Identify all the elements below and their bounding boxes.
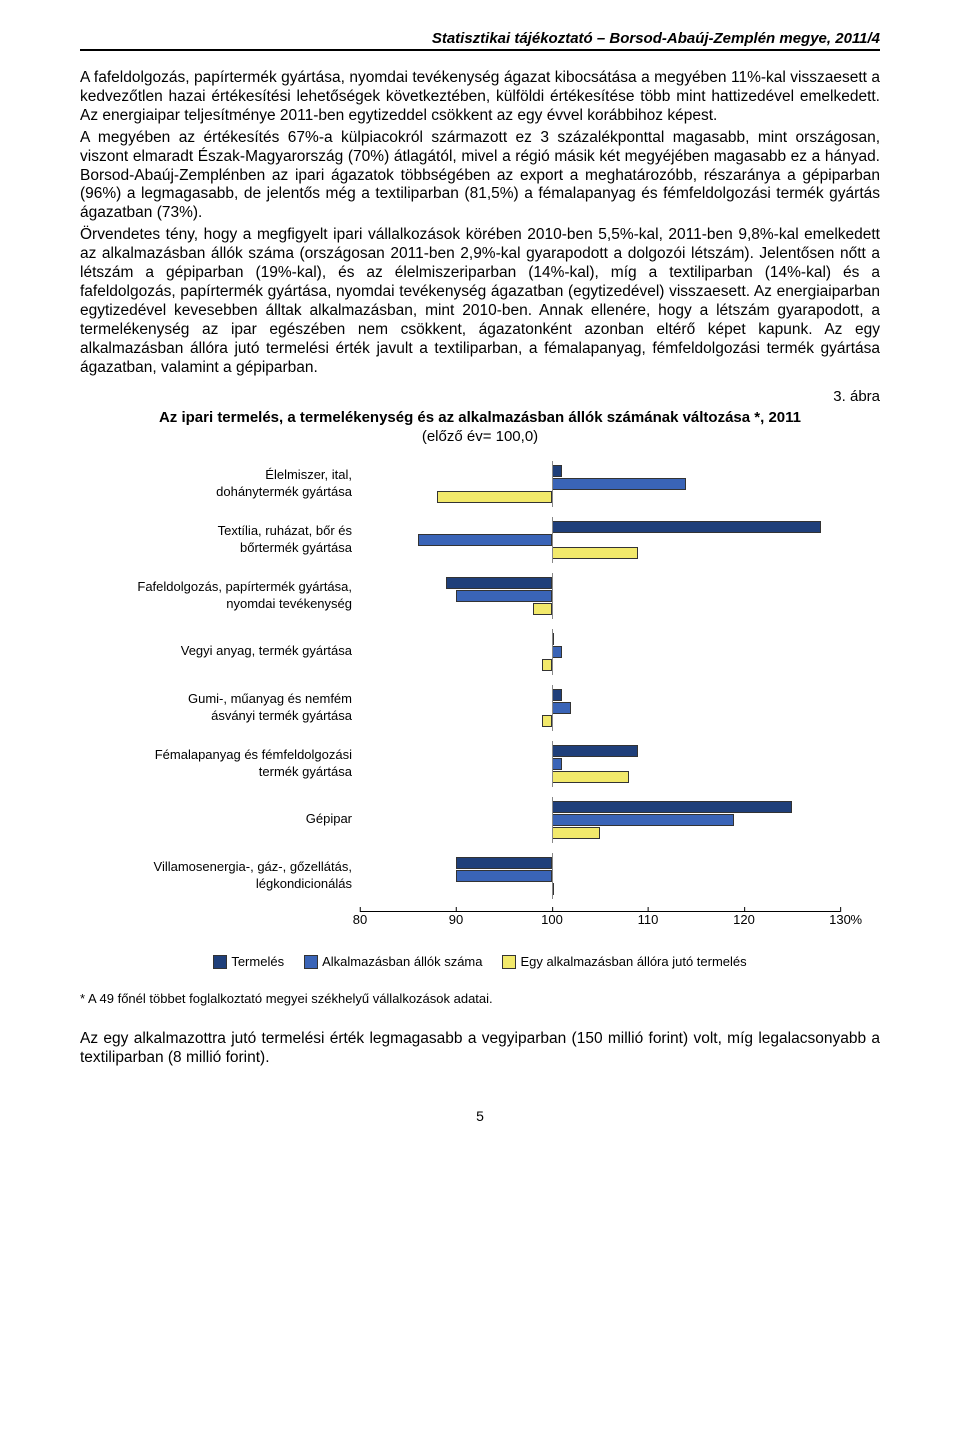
paragraph-2: A megyében az értékesítés 67%-a külpiaco… — [80, 129, 880, 224]
ref-line-100 — [552, 797, 553, 843]
bar-egy — [542, 715, 552, 727]
category-label: Fafeldolgozás, papírtermék gyártása,nyom… — [120, 579, 360, 612]
bar-egy — [552, 827, 600, 839]
chart-row: Gépipar — [120, 799, 840, 841]
running-head: Statisztikai tájékoztató – Borsod-Abaúj-… — [80, 30, 880, 51]
bar-egy — [542, 659, 552, 671]
category-label: Élelmiszer, ital,dohánytermék gyártása — [120, 467, 360, 500]
bar-egy — [552, 547, 638, 559]
bar-termeles — [446, 577, 552, 589]
bar-alk — [552, 478, 686, 490]
chart-title: Az ipari termelés, a termelékenység és a… — [80, 409, 880, 426]
bar-alk — [456, 590, 552, 602]
bar-alk — [552, 646, 562, 658]
ref-line-100 — [552, 685, 553, 731]
category-label: Gépipar — [120, 811, 360, 827]
page: Statisztikai tájékoztató – Borsod-Abaúj-… — [0, 0, 960, 1164]
bars-cell — [360, 575, 840, 617]
bar-egy — [552, 771, 629, 783]
bars-cell — [360, 855, 840, 897]
x-tick: 80 — [353, 912, 367, 927]
ref-line-100 — [552, 853, 553, 899]
chart-subtitle: (előző év= 100,0) — [80, 428, 880, 445]
axis-percent-symbol: % — [850, 912, 862, 927]
legend-label: Alkalmazásban állók száma — [322, 954, 482, 969]
bar-alk — [552, 702, 571, 714]
ref-line-100 — [552, 573, 553, 619]
legend-label: Egy alkalmazásban állóra jutó termelés — [520, 954, 746, 969]
bars-cell — [360, 687, 840, 729]
ref-line-100 — [552, 741, 553, 787]
category-label: Villamosenergia-, gáz-, gőzellátás,légko… — [120, 859, 360, 892]
bars-cell — [360, 463, 840, 505]
bars-cell — [360, 743, 840, 785]
bar-alk — [418, 534, 552, 546]
category-label: Fémalapanyag és fémfeldolgozásitermék gy… — [120, 747, 360, 780]
bar-termeles — [552, 689, 562, 701]
chart-row: Fafeldolgozás, papírtermék gyártása,nyom… — [120, 575, 840, 617]
bar-termeles — [552, 521, 821, 533]
category-label: Textília, ruházat, bőr ésbőrtermék gyárt… — [120, 523, 360, 556]
ref-line-100 — [552, 517, 553, 563]
figure-number: 3. ábra — [80, 388, 880, 405]
bar-termeles — [552, 745, 638, 757]
chart-x-axis: % 8090100110120130 — [360, 911, 840, 932]
legend-swatch — [502, 955, 516, 969]
legend-item: Egy alkalmazásban állóra jutó termelés — [502, 954, 746, 970]
x-tick: 90 — [449, 912, 463, 927]
page-number: 5 — [80, 1108, 880, 1124]
chart-row: Villamosenergia-, gáz-, gőzellátás,légko… — [120, 855, 840, 897]
bar-alk — [552, 814, 734, 826]
bar-termeles — [456, 857, 552, 869]
x-tick: 100 — [541, 912, 563, 927]
bar-alk — [456, 870, 552, 882]
bar-egy — [437, 491, 552, 503]
chart-row: Vegyi anyag, termék gyártása — [120, 631, 840, 673]
chart-legend: Termelés Alkalmazásban állók száma Egy alk… — [120, 954, 840, 970]
x-tick: 110 — [638, 912, 659, 927]
chart-row: Élelmiszer, ital,dohánytermék gyártása — [120, 463, 840, 505]
bar-termeles — [552, 801, 792, 813]
legend-swatch — [304, 955, 318, 969]
bars-cell — [360, 799, 840, 841]
chart-footnote: * A 49 főnél többet foglalkoztató megyei… — [80, 991, 880, 1006]
legend-item: Termelés — [213, 954, 284, 970]
paragraph-1: A fafeldolgozás, papírtermék gyártása, n… — [80, 69, 880, 126]
category-label: Vegyi anyag, termék gyártása — [120, 643, 360, 659]
bar-termeles — [552, 465, 562, 477]
x-tick: 130 — [829, 912, 851, 927]
bar-chart: Élelmiszer, ital,dohánytermék gyártása Te… — [120, 463, 840, 970]
bars-cell — [360, 631, 840, 673]
bar-alk — [552, 758, 562, 770]
x-tick: 120 — [733, 912, 755, 927]
chart-row: Textília, ruházat, bőr ésbőrtermék gyárt… — [120, 519, 840, 561]
ref-line-100 — [552, 461, 553, 507]
paragraph-3: Örvendetes tény, hogy a megfigyelt ipari… — [80, 226, 880, 377]
legend-swatch — [213, 955, 227, 969]
legend-item: Alkalmazásban állók száma — [304, 954, 482, 970]
body-text: A fafeldolgozás, papírtermék gyártása, n… — [80, 69, 880, 378]
legend-label: Termelés — [231, 954, 284, 969]
chart-row: Fémalapanyag és fémfeldolgozásitermék gy… — [120, 743, 840, 785]
ref-line-100 — [552, 629, 553, 675]
bar-egy — [533, 603, 552, 615]
closing-paragraph: Az egy alkalmazottra jutó termelési érté… — [80, 1030, 880, 1068]
bars-cell — [360, 519, 840, 561]
chart-row: Gumi-, műanyag és nemfémásványi termék g… — [120, 687, 840, 729]
category-label: Gumi-, műanyag és nemfémásványi termék g… — [120, 691, 360, 724]
